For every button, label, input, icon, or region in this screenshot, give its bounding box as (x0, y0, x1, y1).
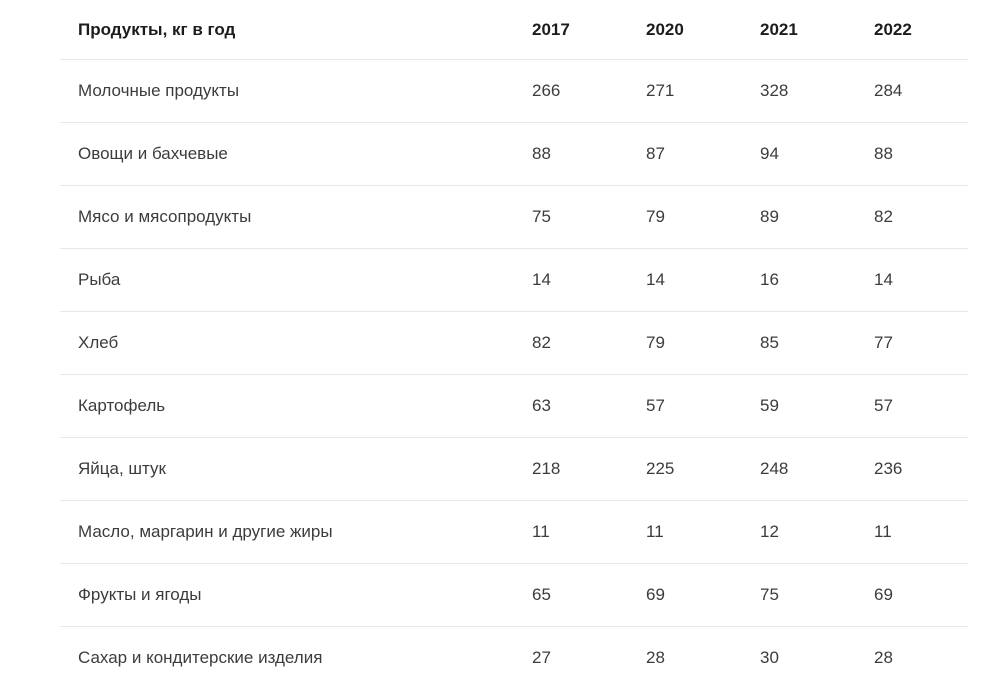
value-cell: 271 (646, 59, 760, 123)
value-cell: 236 (874, 437, 968, 501)
table-row: Сахар и кондитерские изделия 27 28 30 28 (60, 627, 968, 688)
product-cell: Сахар и кондитерские изделия (78, 648, 323, 667)
column-header-year-2021: 2021 (760, 0, 874, 60)
value-cell: 79 (646, 311, 760, 375)
value-cell: 30 (760, 648, 779, 667)
header-row: Продукты, кг в год 2017 2020 2021 2022 (60, 0, 968, 60)
table-row: Мясо и мясопродукты 75 79 89 82 (60, 185, 968, 249)
product-cell: Молочные продукты (60, 59, 532, 123)
value-cell: 28 (646, 648, 665, 667)
value-cell: 82 (874, 185, 968, 249)
value-cell: 248 (760, 437, 874, 501)
table-row: Овощи и бахчевые 88 87 94 88 (60, 122, 968, 186)
product-cell: Масло, маргарин и другие жиры (60, 500, 532, 564)
product-cell: Мясо и мясопродукты (60, 185, 532, 249)
column-header-product: Продукты, кг в год (60, 0, 532, 60)
value-cell: 57 (874, 374, 968, 438)
value-cell: 14 (646, 248, 760, 312)
table-row: Яйца, штук 218 225 248 236 (60, 437, 968, 501)
value-cell: 75 (532, 185, 646, 249)
value-cell: 12 (760, 500, 874, 564)
value-cell: 27 (532, 648, 551, 667)
value-cell: 87 (646, 122, 760, 186)
value-cell: 218 (532, 437, 646, 501)
value-cell: 94 (760, 122, 874, 186)
value-cell: 85 (760, 311, 874, 375)
value-cell: 11 (532, 500, 646, 564)
table-row: Масло, маргарин и другие жиры 11 11 12 1… (60, 500, 968, 564)
value-cell: 266 (532, 59, 646, 123)
value-cell: 69 (874, 563, 968, 627)
value-cell: 14 (874, 248, 968, 312)
table-row: Молочные продукты 266 271 328 284 (60, 59, 968, 123)
product-cell: Фрукты и ягоды (60, 563, 532, 627)
product-cell: Картофель (60, 374, 532, 438)
value-cell: 284 (874, 59, 968, 123)
value-cell: 89 (760, 185, 874, 249)
value-cell: 79 (646, 185, 760, 249)
value-cell: 88 (874, 122, 968, 186)
table-row: Фрукты и ягоды 65 69 75 69 (60, 563, 968, 627)
column-header-year-2020: 2020 (646, 0, 760, 60)
value-cell: 11 (646, 500, 760, 564)
product-cell: Хлеб (60, 311, 532, 375)
value-cell: 88 (532, 122, 646, 186)
value-cell: 28 (874, 648, 893, 667)
product-cell: Яйца, штук (60, 437, 532, 501)
value-cell: 75 (760, 563, 874, 627)
column-header-year-2017: 2017 (532, 0, 646, 60)
value-cell: 63 (532, 374, 646, 438)
value-cell: 82 (532, 311, 646, 375)
table-row: Хлеб 82 79 85 77 (60, 311, 968, 375)
product-cell: Овощи и бахчевые (60, 122, 532, 186)
value-cell: 65 (532, 563, 646, 627)
product-cell: Рыба (60, 248, 532, 312)
value-cell: 225 (646, 437, 760, 501)
value-cell: 69 (646, 563, 760, 627)
value-cell: 59 (760, 374, 874, 438)
value-cell: 11 (874, 500, 968, 564)
value-cell: 77 (874, 311, 968, 375)
value-cell: 328 (760, 59, 874, 123)
consumption-table-container: Продукты, кг в год 2017 2020 2021 2022 М… (60, 0, 968, 688)
value-cell: 57 (646, 374, 760, 438)
value-cell: 14 (532, 248, 646, 312)
value-cell: 16 (760, 248, 874, 312)
table-row: Картофель 63 57 59 57 (60, 374, 968, 438)
table-row: Рыба 14 14 16 14 (60, 248, 968, 312)
consumption-table: Продукты, кг в год 2017 2020 2021 2022 М… (60, 0, 968, 688)
column-header-year-2022: 2022 (874, 0, 968, 60)
